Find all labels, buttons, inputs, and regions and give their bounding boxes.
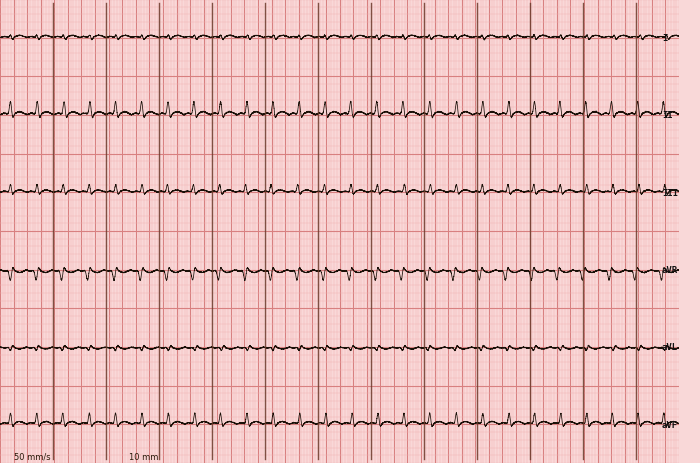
Text: III: III <box>662 188 678 197</box>
Text: aVR: aVR <box>662 266 678 275</box>
Text: II: II <box>662 111 673 120</box>
Text: aVL: aVL <box>662 343 678 352</box>
Text: 10 mm: 10 mm <box>129 452 158 461</box>
Text: aVF: aVF <box>662 420 678 429</box>
Text: 50 mm/s: 50 mm/s <box>13 452 50 461</box>
Text: I: I <box>662 34 667 43</box>
